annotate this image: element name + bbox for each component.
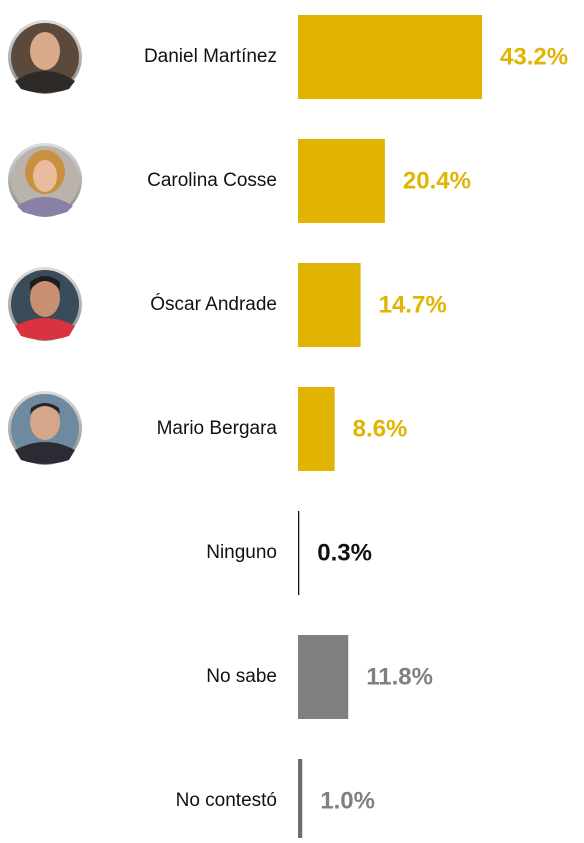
bar	[298, 511, 300, 595]
bar	[298, 387, 335, 471]
category-label: Óscar Andrade	[150, 293, 277, 315]
bar	[298, 635, 349, 719]
avatar	[8, 143, 82, 217]
avatar	[8, 267, 82, 341]
value-label: 0.3%	[317, 539, 372, 566]
value-label: 1.0%	[320, 787, 375, 814]
avatars	[8, 20, 82, 465]
value-label: 20.4%	[403, 167, 471, 194]
category-label: Ninguno	[206, 542, 277, 563]
value-label: 14.7%	[379, 291, 447, 318]
bar	[298, 759, 303, 843]
bar	[298, 15, 482, 99]
category-label: No contestó	[176, 790, 277, 811]
value-label: 43.2%	[500, 43, 568, 70]
category-label: Carolina Cosse	[147, 170, 277, 191]
category-label: Mario Bergara	[157, 418, 278, 439]
value-label: 8.6%	[353, 415, 408, 442]
avatar	[8, 391, 82, 465]
avatar	[8, 20, 82, 94]
bar	[298, 139, 385, 223]
category-label: No sabe	[206, 666, 277, 687]
category-label: Daniel Martínez	[144, 46, 277, 67]
bar	[298, 263, 361, 347]
value-label: 11.8%	[366, 663, 433, 690]
